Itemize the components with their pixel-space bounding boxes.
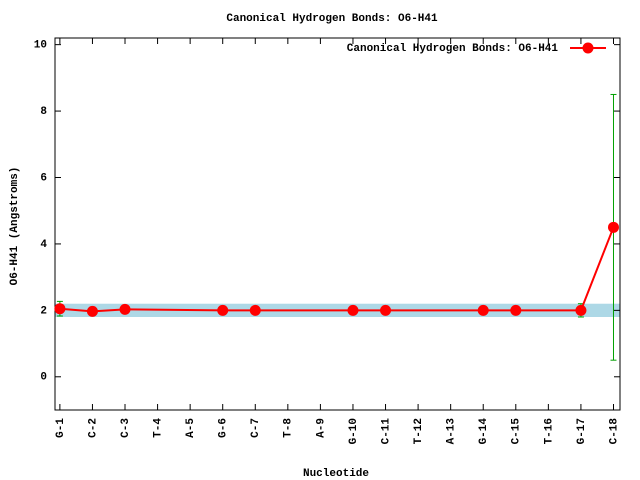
y-tick-label: 6 (40, 172, 47, 184)
x-tick-label: G-17 (576, 418, 588, 444)
x-tick-label: T-4 (152, 418, 164, 438)
plot-frame (54, 37, 621, 411)
data-point (575, 304, 587, 316)
data-point (347, 304, 359, 316)
data-point (510, 304, 522, 316)
x-tick-label: T-8 (283, 418, 295, 438)
x-tick-label: G-14 (478, 418, 490, 445)
x-tick-label: C-2 (87, 418, 99, 438)
x-tick-label: C-11 (380, 418, 392, 445)
x-tick-label: A-9 (315, 418, 327, 438)
data-point (217, 304, 229, 316)
x-tick-label: G-1 (55, 418, 67, 438)
x-tick-label: A-5 (185, 418, 197, 438)
x-tick-label: T-12 (413, 418, 425, 444)
y-tick-label: 10 (34, 40, 47, 52)
chart-title: Canonical Hydrogen Bonds: O6-H41 (226, 13, 438, 25)
x-tick-label: G-10 (348, 418, 360, 444)
x-tick-label: C-15 (511, 418, 523, 445)
x-tick-label: C-7 (250, 418, 262, 438)
x-tick-label: A-13 (446, 418, 458, 445)
data-point (86, 305, 98, 317)
x-tick-label: G-6 (218, 418, 230, 438)
y-axis-label: O6-H41 (Angstroms) (9, 167, 21, 286)
y-tick-label: 2 (40, 305, 47, 317)
data-point (54, 303, 66, 315)
y-tick-label: 8 (40, 106, 47, 118)
data-point (249, 304, 261, 316)
x-axis-label: Nucleotide (303, 468, 369, 480)
y-tick-label: 0 (40, 372, 47, 384)
legend-marker (582, 42, 594, 54)
x-tick-label: T-16 (543, 418, 555, 444)
data-point (477, 304, 489, 316)
data-point (380, 304, 392, 316)
data-point (607, 221, 619, 233)
x-tick-label: C-3 (120, 418, 132, 438)
legend-label: Canonical Hydrogen Bonds: O6-H41 (347, 43, 559, 55)
x-tick-label: C-18 (608, 418, 620, 445)
y-tick-label: 4 (40, 239, 47, 251)
data-point (119, 303, 131, 315)
